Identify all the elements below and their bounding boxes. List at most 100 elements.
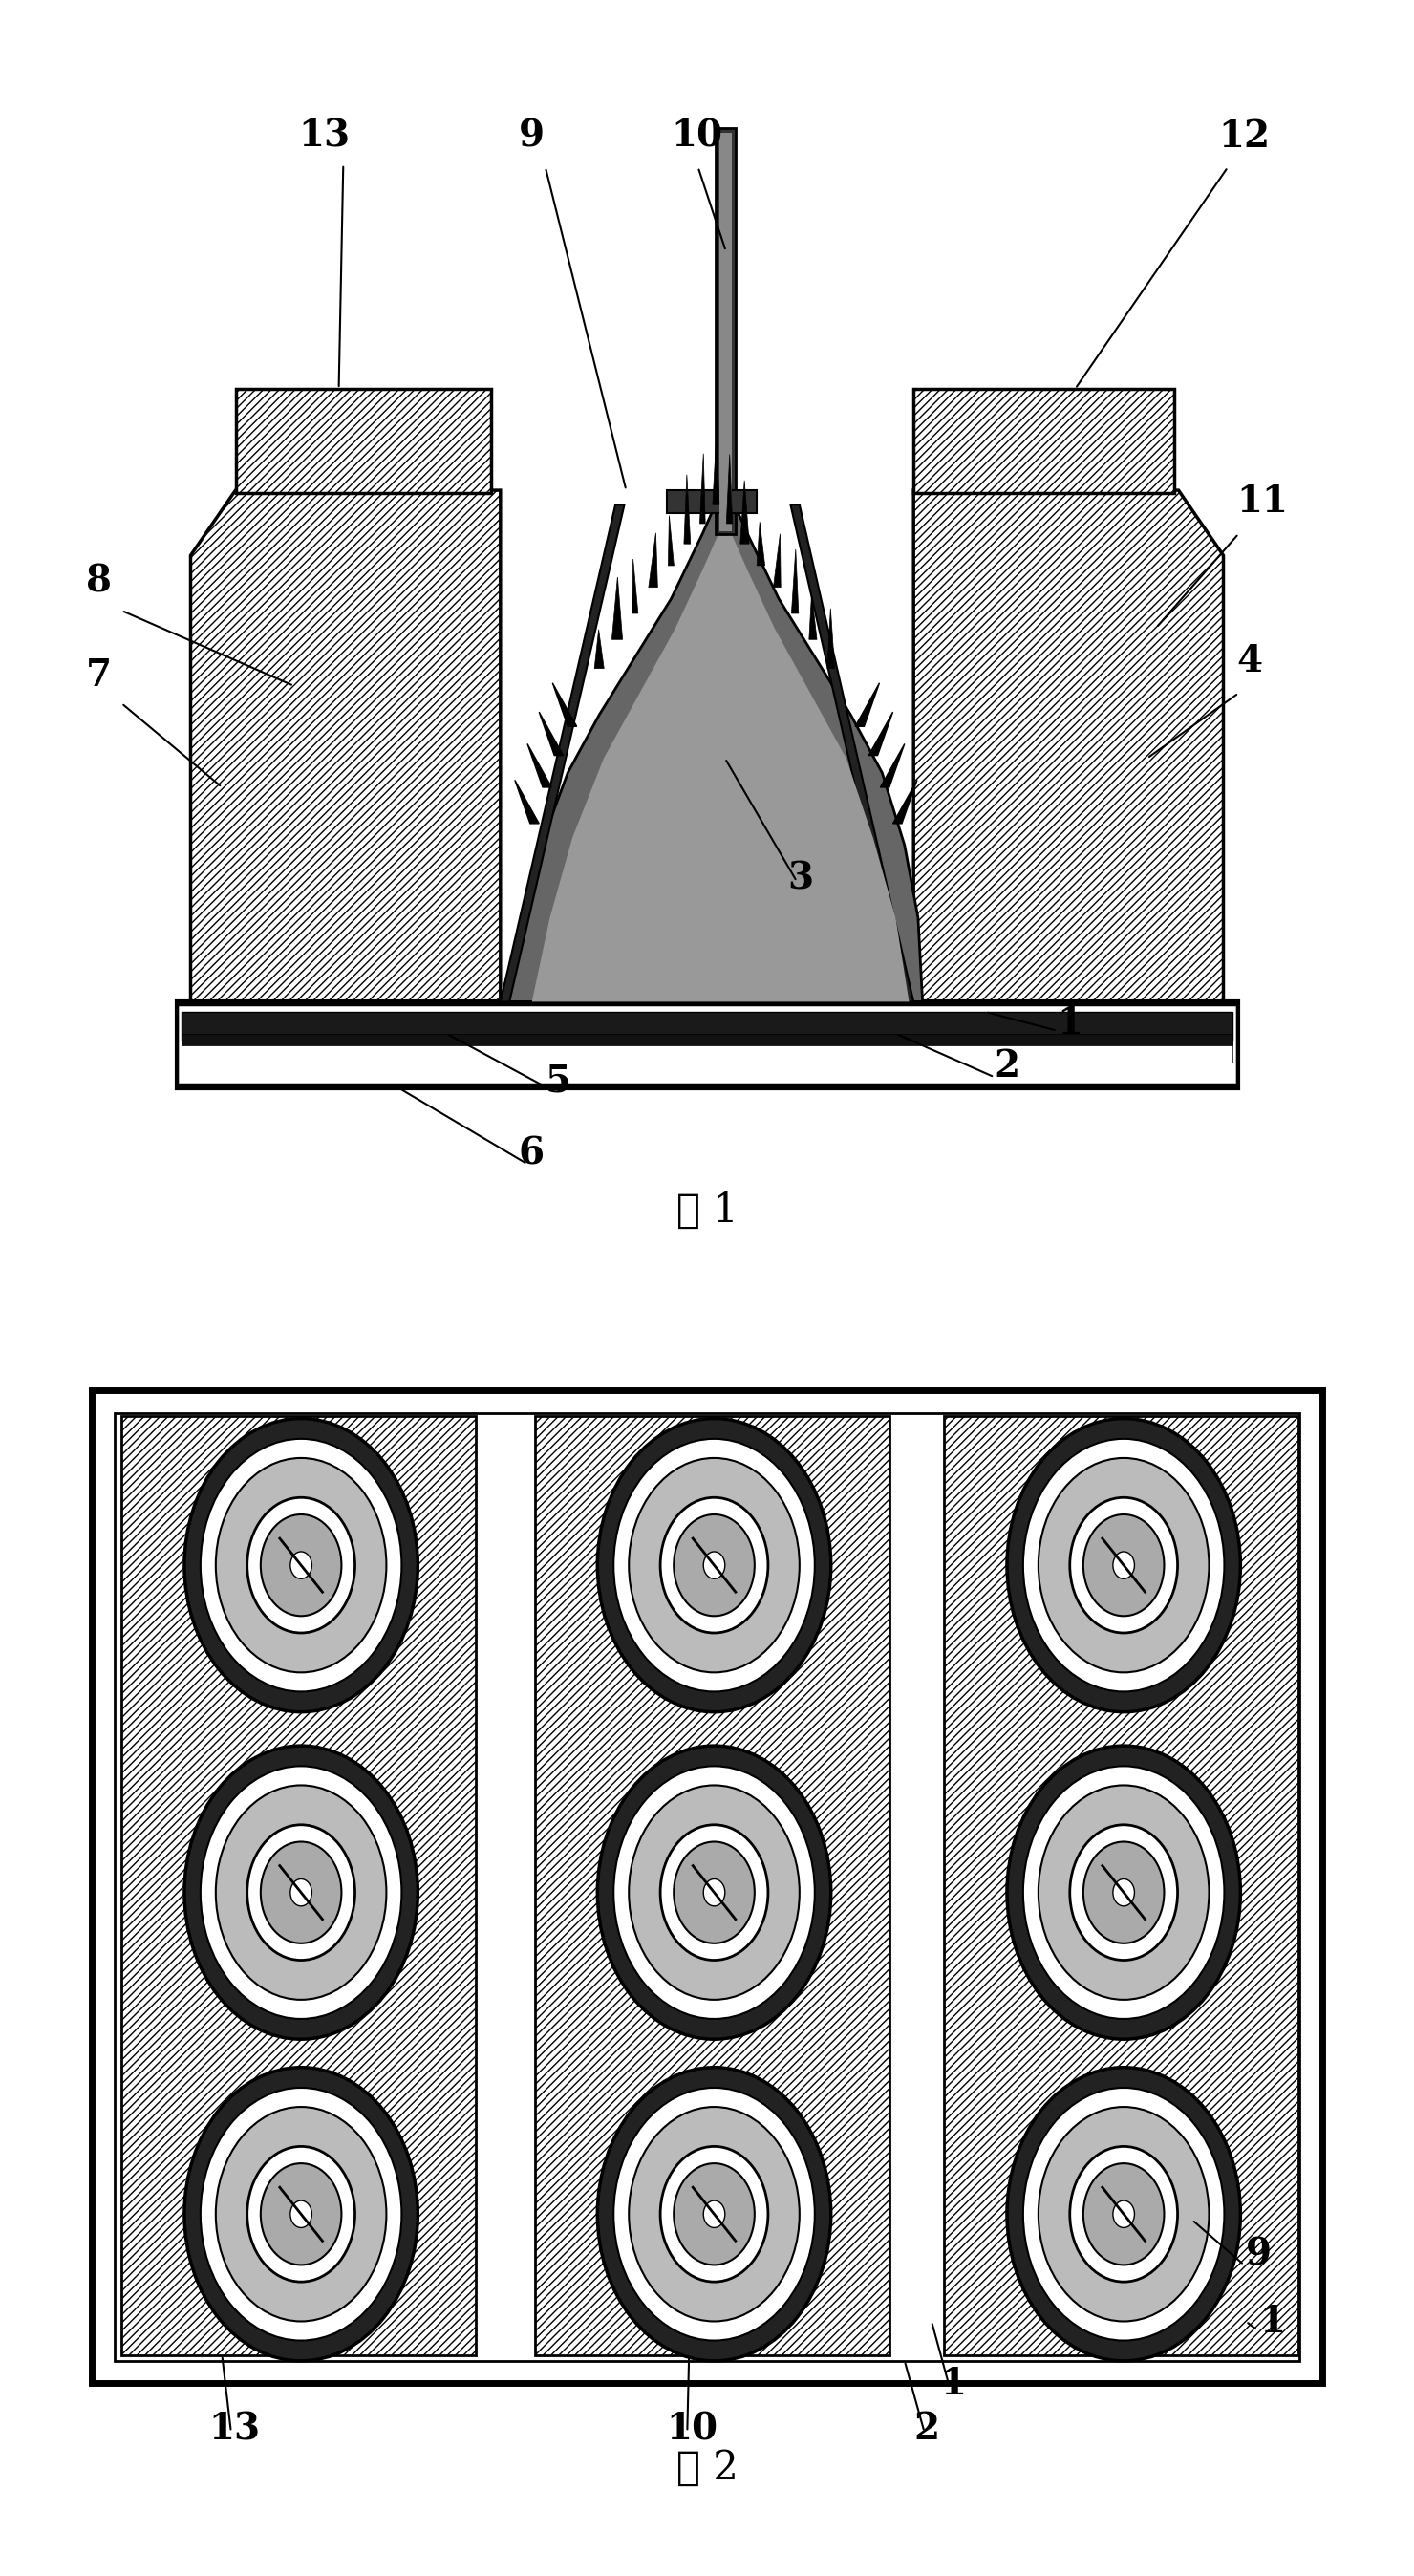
Bar: [177, 1005, 1237, 1084]
Polygon shape: [700, 453, 706, 523]
Text: 1: 1: [1260, 2303, 1285, 2339]
Circle shape: [1007, 1747, 1240, 2040]
Bar: [92, 1391, 1322, 2383]
Text: 13: 13: [209, 2411, 260, 2447]
Text: 9: 9: [1246, 2236, 1271, 2272]
Text: 图 1: 图 1: [676, 1190, 738, 1231]
Polygon shape: [792, 549, 799, 613]
Polygon shape: [740, 482, 749, 544]
Bar: [720, 131, 732, 531]
Polygon shape: [868, 711, 892, 755]
Circle shape: [290, 1551, 312, 1579]
Bar: [177, 1002, 1239, 1090]
Circle shape: [660, 2146, 768, 2282]
Circle shape: [290, 2200, 312, 2228]
Circle shape: [1007, 2069, 1240, 2360]
Polygon shape: [191, 489, 501, 1002]
Circle shape: [184, 2069, 417, 2360]
Polygon shape: [913, 489, 1223, 1002]
Circle shape: [674, 1842, 755, 1942]
Circle shape: [184, 1747, 417, 2040]
Polygon shape: [669, 515, 674, 567]
Circle shape: [260, 1842, 342, 1942]
Bar: [115, 1412, 1299, 2360]
Polygon shape: [527, 744, 551, 788]
Circle shape: [216, 2107, 386, 2321]
Circle shape: [629, 2107, 799, 2321]
Circle shape: [247, 1824, 355, 1960]
Bar: [534, 1417, 889, 2354]
Polygon shape: [756, 523, 765, 567]
Circle shape: [184, 1419, 417, 1713]
Circle shape: [703, 1878, 725, 1906]
Bar: [181, 1012, 1233, 1041]
Polygon shape: [612, 577, 622, 639]
Circle shape: [1113, 2200, 1134, 2228]
Bar: [913, 389, 1174, 492]
Text: 8: 8: [85, 564, 112, 600]
Circle shape: [201, 2087, 402, 2342]
Circle shape: [1083, 1515, 1164, 1615]
Polygon shape: [790, 505, 913, 1002]
Polygon shape: [684, 474, 690, 544]
Polygon shape: [649, 533, 658, 587]
Polygon shape: [881, 744, 905, 788]
Polygon shape: [539, 711, 563, 755]
Circle shape: [216, 1458, 386, 1672]
Circle shape: [660, 1497, 768, 1633]
Circle shape: [201, 1767, 402, 2020]
Circle shape: [598, 1419, 831, 1713]
Polygon shape: [827, 608, 834, 667]
Bar: [181, 1041, 1233, 1061]
Circle shape: [290, 1878, 312, 1906]
Circle shape: [1024, 2087, 1225, 2342]
Circle shape: [247, 2146, 355, 2282]
Polygon shape: [855, 683, 880, 726]
Text: 6: 6: [519, 1136, 544, 1172]
Circle shape: [1113, 1878, 1134, 1906]
Polygon shape: [892, 781, 918, 824]
Text: 2: 2: [994, 1048, 1021, 1084]
Text: 1: 1: [940, 2365, 966, 2403]
Polygon shape: [713, 435, 720, 505]
Polygon shape: [553, 683, 577, 726]
Text: 5: 5: [546, 1064, 571, 1100]
Polygon shape: [515, 781, 539, 824]
Polygon shape: [727, 453, 732, 523]
Text: 1: 1: [1058, 1005, 1083, 1041]
Bar: [236, 389, 492, 492]
Circle shape: [614, 1767, 814, 2020]
Text: 3: 3: [788, 860, 813, 896]
Circle shape: [247, 1497, 355, 1633]
Bar: [715, 129, 735, 533]
Text: 10: 10: [672, 118, 723, 155]
Circle shape: [260, 1515, 342, 1615]
Text: 10: 10: [666, 2411, 718, 2447]
Text: 4: 4: [1237, 641, 1263, 680]
Circle shape: [1038, 1785, 1209, 1999]
Circle shape: [703, 1551, 725, 1579]
Circle shape: [674, 1515, 755, 1615]
Text: 9: 9: [519, 118, 544, 155]
Polygon shape: [632, 559, 638, 613]
Circle shape: [260, 2164, 342, 2264]
Polygon shape: [532, 520, 909, 1002]
Circle shape: [1007, 1419, 1240, 1713]
Text: 13: 13: [298, 118, 351, 155]
Circle shape: [660, 1824, 768, 1960]
Circle shape: [703, 2200, 725, 2228]
Circle shape: [1083, 2164, 1164, 2264]
Circle shape: [614, 1440, 814, 1692]
Circle shape: [1070, 2146, 1178, 2282]
Circle shape: [201, 1440, 402, 1692]
Circle shape: [598, 2069, 831, 2360]
Circle shape: [1070, 1497, 1178, 1633]
Circle shape: [629, 1458, 799, 1672]
Text: 7: 7: [85, 657, 112, 693]
Circle shape: [629, 1785, 799, 1999]
Circle shape: [1024, 1440, 1225, 1692]
Polygon shape: [501, 484, 922, 1002]
Circle shape: [614, 2087, 814, 2342]
Text: 2: 2: [913, 2411, 939, 2447]
Polygon shape: [773, 533, 781, 587]
